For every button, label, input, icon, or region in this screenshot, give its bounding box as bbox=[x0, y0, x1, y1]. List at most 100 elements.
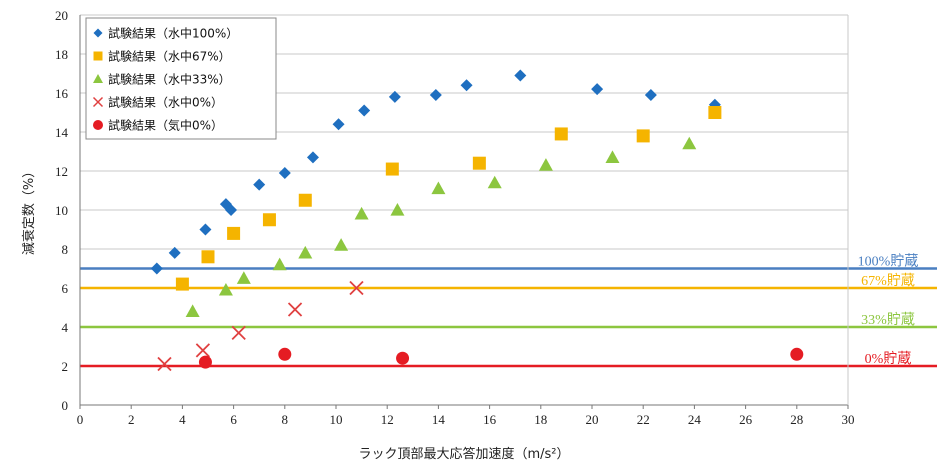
y-axis-title: 減衰定数（%） bbox=[21, 165, 37, 255]
legend-marker bbox=[93, 51, 103, 61]
data-point bbox=[790, 347, 804, 361]
reference-line-label: 100%貯蔵 bbox=[858, 254, 919, 270]
legend-label: 試験結果（気中0%） bbox=[108, 118, 223, 133]
x-tick-label: 26 bbox=[739, 412, 753, 427]
data-point bbox=[227, 226, 241, 240]
x-tick-label: 10 bbox=[330, 412, 343, 427]
data-point bbox=[682, 136, 697, 150]
legend-label: 試験結果（水中100%） bbox=[108, 26, 238, 41]
y-tick-label: 10 bbox=[55, 203, 68, 218]
reference-labels: 100%貯蔵 67%貯蔵 33%貯蔵 0%貯蔵 bbox=[858, 254, 919, 368]
data-point bbox=[278, 347, 292, 361]
data-point bbox=[644, 88, 657, 101]
y-tick-label: 0 bbox=[62, 398, 69, 413]
legend-marker bbox=[93, 120, 103, 130]
legend-label: 試験結果（水中67%） bbox=[108, 49, 231, 64]
x-tick-label: 16 bbox=[483, 412, 497, 427]
legend-label: 試験結果（水中33%） bbox=[108, 72, 231, 87]
x-tick-label: 14 bbox=[432, 412, 446, 427]
data-point bbox=[253, 178, 266, 191]
reference-line-label: 0%貯蔵 bbox=[865, 351, 912, 367]
data-point bbox=[272, 257, 287, 271]
data-point bbox=[431, 181, 446, 195]
data-point bbox=[185, 304, 200, 317]
reference-lines bbox=[80, 267, 937, 368]
y-tick-label: 2 bbox=[62, 359, 69, 374]
data-point bbox=[429, 88, 442, 101]
x-tick-label: 6 bbox=[230, 412, 237, 427]
x-axis-title: ラック頂部最大応答加速度（m/s²） bbox=[358, 446, 569, 462]
x-tick-label: 4 bbox=[179, 412, 186, 427]
data-point bbox=[385, 162, 399, 176]
y-tick-label: 14 bbox=[55, 125, 69, 140]
legend-item: 試験結果（水中0%） bbox=[92, 95, 223, 110]
x-tick-label: 2 bbox=[128, 412, 135, 427]
reference-line-label: 33%貯蔵 bbox=[861, 312, 915, 328]
data-point bbox=[231, 325, 246, 340]
reference-line-label: 67%貯蔵 bbox=[861, 273, 915, 289]
legend-item: 試験結果（水中67%） bbox=[93, 49, 231, 64]
legend-label: 試験結果（水中0%） bbox=[108, 95, 223, 110]
data-point bbox=[334, 238, 349, 251]
y-tick-label: 18 bbox=[55, 47, 68, 62]
data-point bbox=[396, 351, 410, 365]
data-point bbox=[150, 262, 163, 275]
x-tick-label: 20 bbox=[586, 412, 599, 427]
x-tick-label: 0 bbox=[77, 412, 84, 427]
data-point bbox=[168, 246, 181, 259]
data-point bbox=[157, 356, 172, 372]
data-point bbox=[198, 355, 212, 369]
legend-item: 試験結果（水中33%） bbox=[93, 72, 231, 87]
x-tick-label: 12 bbox=[381, 412, 394, 427]
data-point bbox=[332, 118, 345, 131]
y-tick-label: 12 bbox=[55, 164, 68, 179]
x-tick-label: 30 bbox=[842, 412, 855, 427]
legend-item: 試験結果（気中0%） bbox=[93, 118, 223, 133]
x-tick-label: 24 bbox=[688, 412, 702, 427]
data-point bbox=[554, 127, 568, 141]
y-tick-label: 6 bbox=[62, 281, 69, 296]
legend: 試験結果（水中100%） 試験結果（水中67%） 試験結果（水中33%） 試験結果（水… bbox=[85, 17, 277, 140]
data-point bbox=[349, 280, 364, 296]
data-point bbox=[388, 90, 401, 103]
data-point bbox=[591, 83, 604, 96]
y-tick-label: 16 bbox=[55, 86, 69, 101]
data-point bbox=[225, 204, 238, 216]
data-point bbox=[218, 282, 233, 296]
data-point bbox=[487, 175, 502, 189]
x-tick-label: 18 bbox=[534, 412, 547, 427]
legend-item: 試験結果（水中100%） bbox=[93, 26, 238, 41]
x-tick-labels: 0 2 4 6 8 10 12 14 16 18 20 22 24 26 28 30 bbox=[77, 405, 855, 427]
data-point bbox=[201, 250, 215, 264]
data-point bbox=[287, 302, 303, 317]
data-point bbox=[262, 213, 276, 227]
data-point bbox=[236, 271, 251, 284]
data-point bbox=[636, 129, 650, 143]
y-tick-label: 20 bbox=[55, 8, 68, 23]
data-point bbox=[472, 156, 486, 170]
data-point bbox=[195, 343, 211, 358]
legend-box bbox=[85, 17, 277, 140]
data-point bbox=[605, 150, 620, 163]
x-tick-label: 8 bbox=[282, 412, 289, 427]
data-point bbox=[298, 193, 312, 207]
data-point bbox=[354, 206, 369, 220]
data-point bbox=[538, 158, 553, 171]
data-point bbox=[390, 203, 405, 216]
x-tick-label: 22 bbox=[637, 412, 650, 427]
legend-marker bbox=[93, 74, 103, 83]
y-tick-labels: 0 2 4 6 8 10 12 14 16 18 20 bbox=[55, 8, 69, 413]
data-point bbox=[460, 79, 473, 92]
legend-marker bbox=[92, 96, 104, 108]
data-point bbox=[708, 106, 722, 119]
data-point bbox=[298, 245, 313, 259]
data-point bbox=[358, 104, 371, 117]
legend-marker bbox=[93, 28, 103, 38]
data-point bbox=[514, 69, 527, 82]
data-point bbox=[199, 223, 212, 236]
axes bbox=[79, 15, 849, 406]
data-point bbox=[175, 277, 189, 291]
data-point bbox=[278, 166, 291, 179]
y-tick-label: 8 bbox=[62, 242, 69, 257]
